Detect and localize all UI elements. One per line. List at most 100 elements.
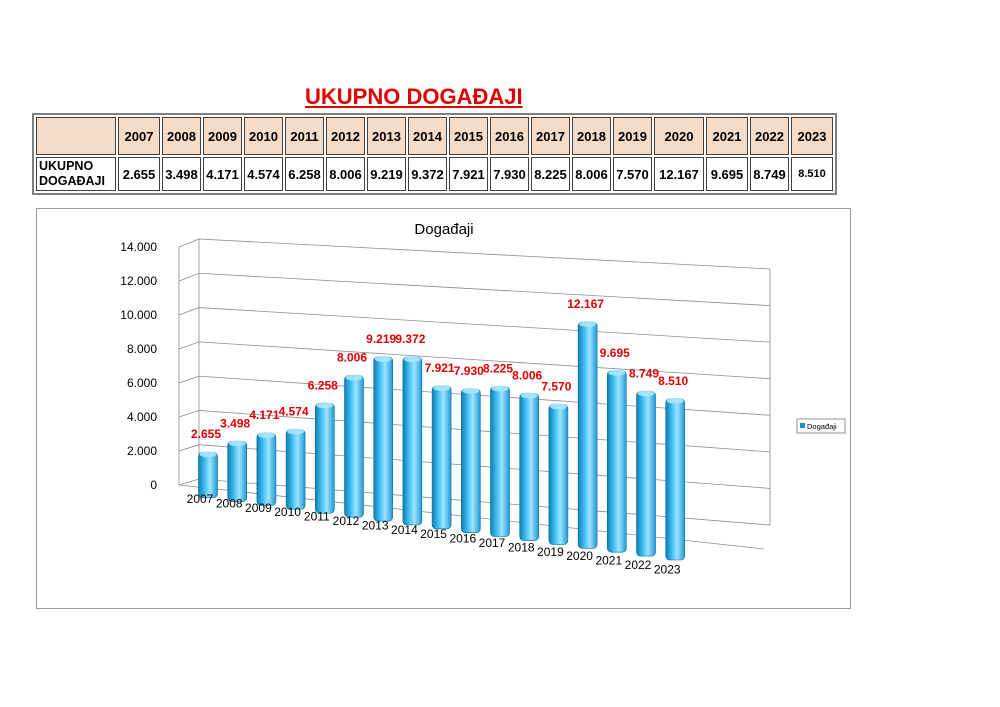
table-header-row: 2007 2008 2009 2010 2011 2012 2013 2014 … xyxy=(36,117,833,155)
legend-swatch xyxy=(800,423,805,428)
table-cell: 8.749 xyxy=(750,157,789,191)
data-label: 2.655 xyxy=(191,427,221,441)
x-tick-label: 2020 xyxy=(566,549,593,563)
y-tick-label: 4.000 xyxy=(127,410,157,424)
bar-cap xyxy=(491,385,509,392)
x-tick-label: 2021 xyxy=(595,554,622,568)
table-cell: 7.930 xyxy=(490,157,529,191)
gridline xyxy=(178,307,771,343)
x-tick-label: 2019 xyxy=(537,545,564,559)
data-label: 4.171 xyxy=(249,408,279,422)
x-tick-label: 2017 xyxy=(479,536,506,550)
x-axis-ticks: 2007 2008 2009 2010 2011 2012 2013 2014 2015 2016… xyxy=(187,492,681,576)
table-cell: 8.225 xyxy=(531,157,570,191)
bar-cap xyxy=(374,355,392,362)
table-header-cell: 2010 xyxy=(244,117,283,155)
data-label: 6.258 xyxy=(308,378,338,392)
bar-cap xyxy=(549,403,567,410)
table-header-cell: 2019 xyxy=(613,117,652,155)
bar xyxy=(314,403,335,514)
y-tick-label: 8.000 xyxy=(127,342,157,356)
table-cell: 3.498 xyxy=(162,157,201,191)
bar-cap xyxy=(403,356,421,363)
data-label: 9.695 xyxy=(600,346,630,360)
y-tick-label: 6.000 xyxy=(127,376,157,390)
table-header-cell: 2009 xyxy=(203,117,242,155)
chart-bars xyxy=(198,321,686,561)
data-label: 8.006 xyxy=(512,368,542,382)
page-title: UKUPNO DOGAĐAJI xyxy=(305,84,523,109)
data-label: 7.570 xyxy=(541,380,571,394)
table-corner-cell xyxy=(36,117,116,155)
table-header-cell: 2017 xyxy=(531,117,570,155)
bar xyxy=(665,398,686,561)
table-cell: 6.258 xyxy=(285,157,324,191)
bar xyxy=(519,393,540,541)
y-tick-label: 12.000 xyxy=(120,274,157,288)
table-cell: 8.006 xyxy=(326,157,365,191)
bar xyxy=(227,441,247,502)
x-tick-label: 2013 xyxy=(362,518,389,532)
data-label: 8.749 xyxy=(629,366,659,380)
x-tick-label: 2008 xyxy=(216,496,243,510)
bar xyxy=(402,356,423,526)
gridline xyxy=(178,238,771,270)
bar-cap xyxy=(345,374,363,381)
table-cell: 7.921 xyxy=(449,157,488,191)
bar xyxy=(548,404,569,545)
x-tick-label: 2018 xyxy=(508,540,535,554)
bar xyxy=(285,429,306,510)
data-label: 9.219 xyxy=(366,332,396,346)
x-tick-label: 2010 xyxy=(274,505,301,519)
x-tick-label: 2012 xyxy=(333,514,360,528)
table-cell: 12.167 xyxy=(654,157,704,191)
bar-cap xyxy=(287,428,305,435)
data-label: 12.167 xyxy=(567,297,604,311)
chart-gridlines xyxy=(178,238,771,550)
bar xyxy=(606,370,627,553)
bar-cap xyxy=(579,321,597,328)
table-header-cell: 2022 xyxy=(750,117,789,155)
data-label: 8.510 xyxy=(658,374,688,388)
x-tick-label: 2023 xyxy=(654,562,681,576)
bar xyxy=(636,391,656,557)
chart-legend: Događaji xyxy=(796,418,846,434)
table-header-cell: 2016 xyxy=(490,117,529,155)
legend-box xyxy=(796,418,846,434)
y-axis-ticks: 0 2.000 4.000 6.000 8.000 10.000 12.000 14.000 xyxy=(120,240,157,492)
bar-cap xyxy=(316,402,334,409)
table-row: UKUPNO DOGAĐAJI 2.655 3.498 4.171 4.574 … xyxy=(36,157,833,191)
table-header-cell: 2007 xyxy=(118,117,160,155)
table-cell: 4.171 xyxy=(203,157,242,191)
bar xyxy=(373,356,394,522)
x-tick-label: 2007 xyxy=(187,492,214,506)
bar-cap xyxy=(257,432,275,439)
data-label: 7.930 xyxy=(454,364,484,378)
table-header-cell: 2011 xyxy=(285,117,324,155)
table-header-cell: 2020 xyxy=(654,117,704,155)
x-tick-label: 2014 xyxy=(391,523,418,537)
table-header-cell: 2015 xyxy=(449,117,488,155)
table-row-label: UKUPNO DOGAĐAJI xyxy=(36,157,116,191)
x-tick-label: 2009 xyxy=(245,501,272,515)
table-header-cell: 2023 xyxy=(791,117,833,155)
bar-cap xyxy=(433,385,451,392)
bar xyxy=(431,385,452,530)
bar-cap xyxy=(520,392,538,399)
bar xyxy=(490,386,510,537)
x-tick-label: 2015 xyxy=(420,527,447,541)
y-tick-label: 14.000 xyxy=(120,240,157,254)
bar xyxy=(198,451,218,498)
bar-chart: Događaji 0 2.000 4.000 6.000 8.000 10.000 12.0… xyxy=(120,221,846,576)
bar-cap xyxy=(608,369,626,376)
data-label: 4.574 xyxy=(279,405,309,419)
y-tick-label: 2.000 xyxy=(127,444,157,458)
chart-title: Događaji xyxy=(414,221,473,238)
data-label: 3.498 xyxy=(220,416,250,430)
table-header-cell: 2012 xyxy=(326,117,365,155)
y-tick-label: 0 xyxy=(150,478,157,492)
row-label-line: DOGAĐAJI xyxy=(39,174,105,188)
bar-cap xyxy=(199,451,217,458)
bar xyxy=(460,388,481,534)
data-label: 8.006 xyxy=(337,351,367,365)
